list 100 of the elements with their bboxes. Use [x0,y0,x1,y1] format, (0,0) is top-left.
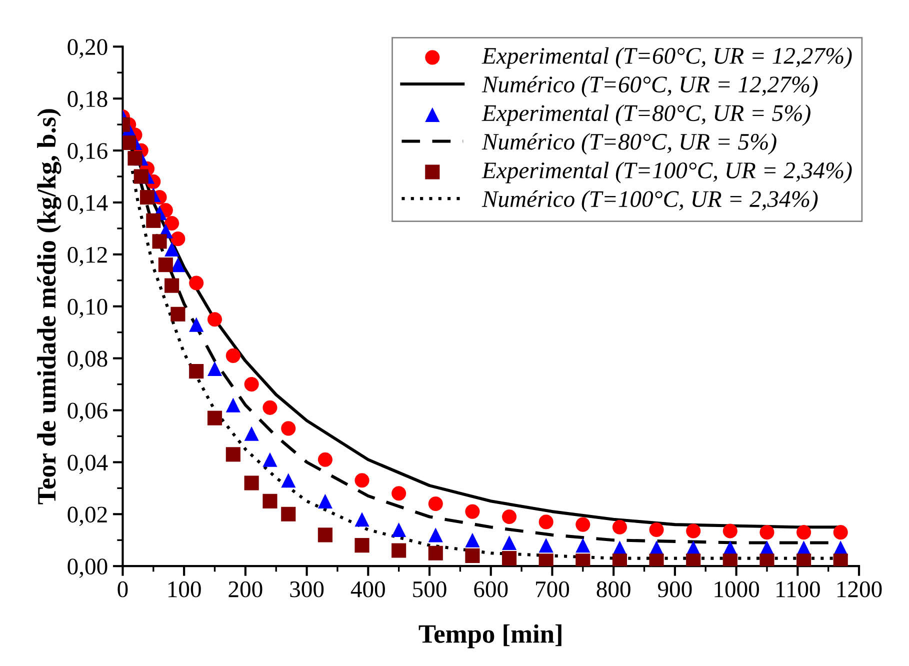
point [158,258,173,272]
point [318,528,332,542]
legend-label: Numérico (T=80°C, UR = 5%) [482,133,776,155]
x-tick-label: 400 [350,581,385,598]
x-tick-label: 900 [658,581,692,598]
point [164,278,180,293]
x-tick-label: 700 [536,581,570,598]
point [281,473,296,488]
x-tick-label: 500 [413,581,446,598]
point [122,135,136,150]
point [262,452,278,467]
point [538,538,554,553]
y-tick-label: 0,10 [68,298,108,318]
point [576,538,590,553]
point [428,546,443,560]
x-tick-label: 800 [596,581,630,598]
point [170,258,186,272]
x-tick-label: 100 [168,581,201,598]
y-tick-label: 0,00 [68,558,108,578]
point [262,400,278,415]
point [686,554,701,566]
point [428,528,443,542]
point [189,317,204,332]
point [140,190,155,205]
point [502,509,517,524]
x-tick-label: 0 [118,581,128,598]
point [465,532,480,548]
point [760,525,774,540]
point [146,213,161,228]
point [796,525,812,540]
point [538,514,554,530]
x-tick-label: 1000 [714,581,759,598]
point [134,169,148,184]
point [649,554,664,566]
point [576,554,590,566]
point [796,554,812,566]
point [226,447,240,462]
y-tick-label: 0,02 [68,506,107,526]
y-tick-label: 0,18 [68,91,108,110]
y-tick-label: 0,08 [68,350,108,370]
x-axis-title: Tempo [min] [418,624,562,648]
point [226,348,240,363]
y-tick-label: 0,12 [68,246,107,266]
y-tick-label: 0,06 [68,402,108,422]
y-tick-label: 0,14 [68,194,108,214]
point [612,520,627,534]
point [226,398,240,412]
point [164,242,180,256]
point [649,522,664,538]
point [170,306,186,322]
x-tick-label: 1200 [837,581,882,598]
point [392,486,406,501]
legend-label: Numérico (T=60°C, UR = 12,27%) [482,76,818,98]
point [465,548,480,563]
point [392,543,406,558]
point [244,426,259,441]
legend-label: Numérico (T=100°C, UR = 2,34%) [482,190,818,212]
legend-label: Experimental (T=60°C, UR = 12,27%) [482,47,852,69]
point [244,377,259,392]
point [170,232,186,246]
point [128,151,142,166]
point [722,524,738,538]
point [281,421,296,436]
point [152,234,167,249]
point [833,525,848,540]
point [576,517,590,532]
point [354,538,370,553]
point [612,554,627,566]
point [164,216,180,231]
point [244,476,259,490]
y-axis-title: Teor de umidade médio (kg/kg, b.s) [37,109,62,504]
y-tick-label: 0,04 [68,454,108,474]
point [722,554,738,566]
legend-label: Experimental (T=80°C, UR = 5%) [482,104,810,126]
point [189,276,204,290]
point [502,551,517,566]
point [465,504,480,519]
x-tick-label: 200 [228,581,262,598]
point [428,496,443,512]
point [392,522,406,538]
point [760,554,774,566]
point [189,364,204,379]
x-tick-label: 1100 [776,581,820,598]
point [207,410,222,426]
point [354,473,370,488]
point [686,524,701,538]
x-tick-label: 600 [474,581,508,598]
point [262,494,278,508]
point [502,535,517,550]
y-tick-label: 0,20 [68,39,108,58]
y-tick-label: 0,16 [68,143,108,162]
legend-label: Experimental (T=100°C, UR = 2,34%) [482,162,852,184]
point [833,554,848,566]
x-tick-label: 300 [290,581,324,598]
point [207,361,222,376]
point [354,512,370,527]
point [281,506,296,522]
point [318,494,332,508]
point [318,452,332,467]
point [538,554,554,566]
